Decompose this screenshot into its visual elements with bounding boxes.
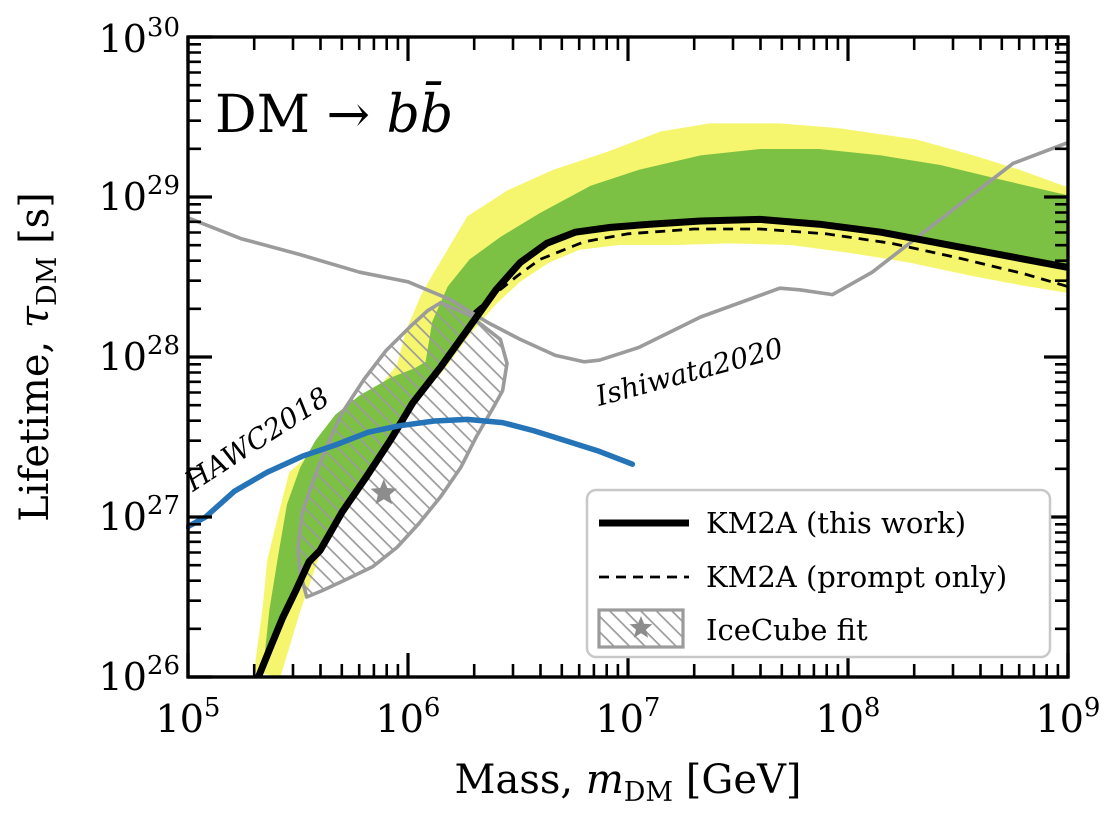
km2a-curve — [255, 215, 1069, 679]
legend-label-icecube: IceCube fit — [706, 613, 868, 647]
x-tick-label-1e8: 108 — [816, 693, 881, 741]
ishiwata-curve — [187, 140, 1069, 364]
x-tick-label-1e9: 109 — [1036, 693, 1101, 741]
legend-label-km2a: KM2A (this work) — [706, 506, 966, 540]
x-tick-label-1e5: 105 — [156, 693, 221, 741]
minor-ticks — [188, 37, 1068, 677]
legend-label-km2a-prompt: KM2A (prompt only) — [706, 560, 1007, 594]
sensitivity-band-1sigma — [258, 149, 1068, 677]
icecube-star-icon — [370, 479, 398, 505]
hawc-curve — [186, 416, 636, 530]
y-tick-label-1e30: 1030 — [99, 13, 180, 61]
legend-box — [585, 488, 1052, 659]
x-tick-label-1e6: 106 — [376, 693, 441, 741]
sensitivity-band-2sigma — [254, 123, 1068, 677]
y-axis-label: Lifetime, τDM [s] — [12, 192, 63, 522]
legend: KM2A (this work) KM2A (prompt only) IceC… — [585, 488, 1052, 659]
decay-channel-annotation: DM → bb̄ — [215, 82, 453, 145]
y-tick-label-1e27: 1027 — [99, 491, 180, 539]
km2a-prompt-curve — [473, 227, 1069, 314]
y-tick-label-1e29: 1029 — [99, 171, 180, 219]
x-axis-label: Mass, mDM [GeV] — [455, 757, 802, 808]
y-tick-label-1e26: 1026 — [99, 651, 180, 699]
y-tick-label-1e28: 1028 — [99, 331, 180, 379]
x-tick-label-1e7: 107 — [596, 693, 661, 741]
icecube-region — [296, 300, 509, 599]
ishiwata-curve-label: Ishiwata2020 — [591, 331, 786, 413]
major-ticks — [186, 35, 1070, 679]
legend-star-icon — [629, 616, 653, 638]
